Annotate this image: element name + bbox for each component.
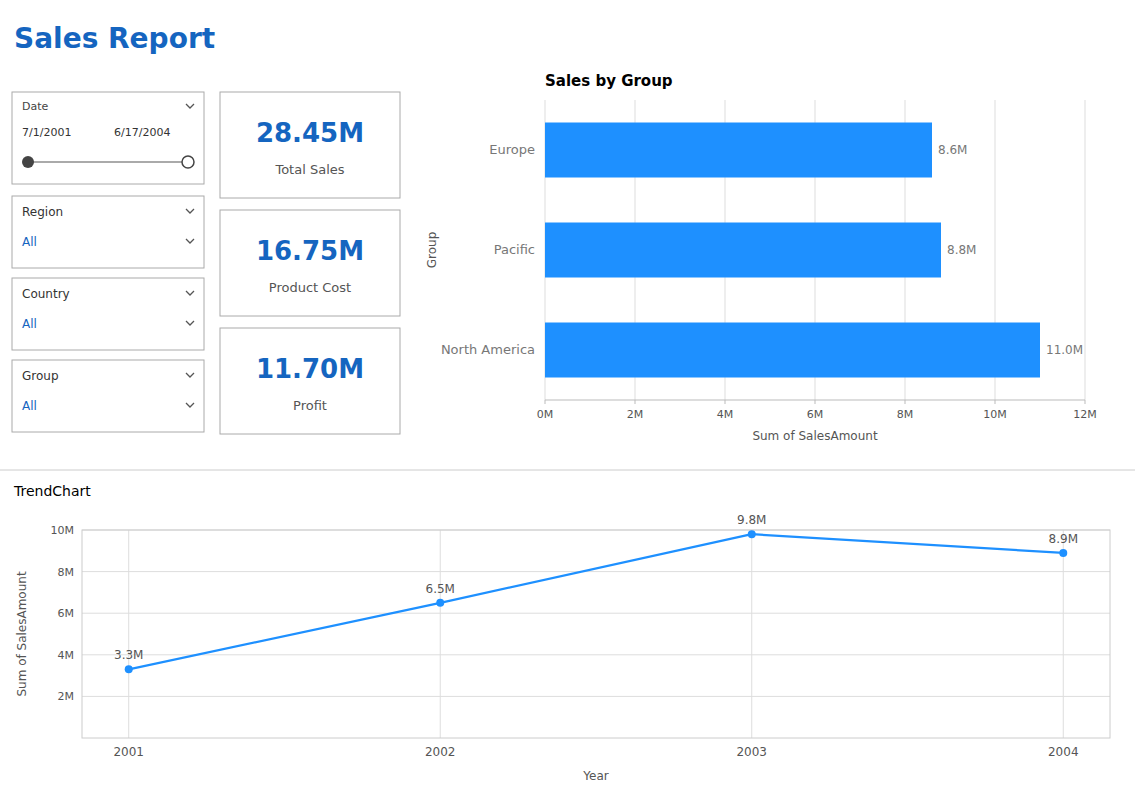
tick-label: 2M xyxy=(58,690,75,703)
filter-label: Date xyxy=(22,100,49,113)
tick-label: 2002 xyxy=(425,745,456,759)
marker xyxy=(125,665,133,673)
tick-label: 10M xyxy=(983,408,1007,421)
trend-chart: TrendChart 2M 4M 6M 8M 10M 2001 2002 2003 2004 3.3… xyxy=(13,483,1110,783)
bars xyxy=(545,123,1040,378)
tick-mark xyxy=(725,400,726,404)
kpi-value: 28.45M xyxy=(256,118,364,148)
category-label: Europe xyxy=(489,142,535,157)
kpi-value: 16.75M xyxy=(256,236,364,266)
tick-mark xyxy=(1085,400,1086,404)
data-label: 11.0M xyxy=(1046,343,1083,357)
filter-label: Country xyxy=(22,287,70,301)
kpi-label: Total Sales xyxy=(274,162,344,177)
dropdown-arrow xyxy=(186,321,194,325)
bar-chart: Sales by Group 0M 2M 4M 6M 8M 10M 12M North Amer… xyxy=(425,72,1097,443)
axis-label: Sum of SalesAmount xyxy=(752,429,877,443)
tick-label: 8M xyxy=(897,408,914,421)
plot-frame xyxy=(82,530,1110,738)
dropdown-arrow xyxy=(186,104,194,108)
dropdown-arrow xyxy=(186,373,194,377)
chart-title: TrendChart xyxy=(13,483,91,499)
filter-value: All xyxy=(22,235,37,249)
tick-mark xyxy=(635,400,636,404)
dropdown-arrow xyxy=(186,403,194,407)
kpi-label: Profit xyxy=(293,398,327,413)
tick-label: 10M xyxy=(51,524,75,537)
tick-label: 2M xyxy=(627,408,644,421)
grid-line xyxy=(82,696,1110,697)
filter-panel: Date 7/1/2001 6/17/2004 Region All Country All… xyxy=(12,92,204,432)
filter-box xyxy=(12,278,204,350)
grid-line xyxy=(751,530,752,738)
filter-box xyxy=(12,92,204,184)
filter-value: 7/1/2001 xyxy=(22,126,71,139)
slider-handle xyxy=(182,156,194,168)
data-label: 8.6M xyxy=(938,143,967,157)
data-label: 3.3M xyxy=(114,648,143,662)
data-label: 6.5M xyxy=(426,582,455,596)
bar xyxy=(545,323,1040,378)
grid-line xyxy=(82,571,1110,572)
dropdown-arrow xyxy=(186,291,194,295)
grid-line xyxy=(82,654,1110,655)
axis-label: Group xyxy=(425,232,439,269)
dropdown-arrow xyxy=(186,239,194,243)
tick-label: 2001 xyxy=(113,745,144,759)
slider-handle xyxy=(22,156,34,168)
kpi-card xyxy=(220,328,400,434)
filter-value: All xyxy=(22,399,37,413)
category-label: Pacific xyxy=(494,242,535,257)
tick-label: 12M xyxy=(1073,408,1097,421)
tick-label: 4M xyxy=(717,408,734,421)
bar xyxy=(545,123,932,178)
kpi-value: 11.70M xyxy=(256,354,364,384)
grid-line xyxy=(128,530,129,738)
kpi-label: Product Cost xyxy=(269,280,351,295)
chart-title: Sales by Group xyxy=(545,72,673,90)
tick-label: 8M xyxy=(58,566,75,579)
data-label: 8.8M xyxy=(947,243,976,257)
dropdown-arrow xyxy=(186,209,194,213)
filter-value: 6/17/2004 xyxy=(114,126,170,139)
grid-line xyxy=(82,613,1110,614)
filter-label: Group xyxy=(22,369,59,383)
tick-mark xyxy=(995,400,996,404)
tick-label: 6M xyxy=(58,607,75,620)
bar xyxy=(545,223,941,278)
kpi-card xyxy=(220,92,400,198)
category-label: North America xyxy=(441,342,535,357)
filter-label: Region xyxy=(22,205,63,219)
tick-mark xyxy=(815,400,816,404)
axis-label: Sum of SalesAmount xyxy=(15,571,29,696)
tick-label: 6M xyxy=(807,408,824,421)
axis-label: Year xyxy=(582,769,608,783)
marker xyxy=(748,530,756,538)
kpi-card xyxy=(220,210,400,316)
data-label: 8.9M xyxy=(1049,532,1078,546)
filter-value: All xyxy=(22,317,37,331)
tick-label: 2004 xyxy=(1048,745,1079,759)
grid-line xyxy=(1085,100,1086,400)
tick-mark xyxy=(905,400,906,404)
grid-line xyxy=(440,530,441,738)
filter-box xyxy=(12,360,204,432)
tick-label: 0M xyxy=(537,408,554,421)
grid-line xyxy=(1063,530,1064,738)
marker xyxy=(1059,549,1067,557)
dashboard: Sales Report Date 7/1/2001 6/17/2004 Region A… xyxy=(0,0,1135,807)
kpi-cards: 28.45M Total Sales 16.75M Product Cost 11.70… xyxy=(220,92,400,434)
line-series xyxy=(125,530,1068,673)
slider-track xyxy=(28,161,188,163)
data-label: 9.8M xyxy=(737,513,766,527)
tick-label: 2003 xyxy=(736,745,767,759)
line xyxy=(129,534,1064,669)
filter-box xyxy=(12,196,204,268)
x-axis xyxy=(545,400,1085,401)
page-title: Sales Report xyxy=(14,22,215,55)
tick-mark xyxy=(545,400,546,404)
tick-label: 4M xyxy=(58,649,75,662)
separator xyxy=(0,470,1135,471)
marker xyxy=(436,599,444,607)
